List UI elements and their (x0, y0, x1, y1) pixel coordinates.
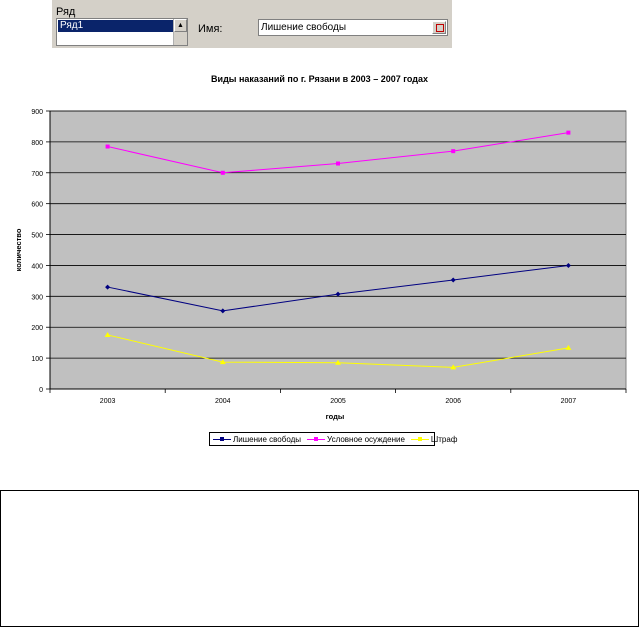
legend-marker-icon (410, 436, 429, 442)
name-input[interactable]: Лишение свободы (258, 19, 448, 36)
empty-area (0, 490, 639, 627)
x-tick-label: 2007 (561, 398, 577, 405)
data-point (450, 364, 457, 370)
y-tick-label: 900 (31, 109, 43, 116)
data-point (336, 161, 340, 166)
data-point (220, 170, 225, 175)
chart-legend[interactable]: Лишение свободы Условное осуждение Штраф (209, 432, 457, 446)
data-point (565, 262, 571, 268)
x-tick-label: 2003 (100, 398, 116, 405)
series-list-item[interactable]: Ряд1 (58, 20, 174, 32)
chart-title: Виды наказаний по г. Рязани в 2003 – 200… (211, 74, 428, 84)
legend-item[interactable]: Лишение свободы (213, 435, 301, 444)
data-point (565, 344, 572, 350)
legend-item[interactable]: Штраф (410, 434, 458, 444)
x-tick-label: 2005 (330, 398, 346, 405)
legend-label: Условное осуждение (327, 434, 405, 444)
y-tick-label: 200 (31, 325, 43, 332)
x-axis-title: годы (326, 412, 345, 421)
series-list-scrollbar[interactable]: ▲ (173, 19, 187, 45)
data-point (335, 291, 341, 297)
y-tick-label: 500 (31, 233, 43, 240)
data-point (105, 144, 110, 149)
data-point (105, 284, 111, 290)
data-point (450, 277, 456, 283)
data-point (219, 359, 226, 365)
y-tick-label: 100 (31, 356, 43, 363)
x-tick-label: 2004 (215, 398, 231, 405)
legend-label: Лишение свободы (233, 434, 302, 444)
name-input-value: Лишение свободы (261, 22, 347, 33)
legend-item[interactable]: Условное осуждение (307, 435, 405, 444)
series-label: Ряд (56, 6, 76, 18)
y-tick-label: 400 (31, 263, 43, 270)
legend-label: Штраф (430, 434, 458, 444)
name-label: Имя: (198, 23, 223, 35)
series-dialog: Ряд Ряд1 ▲ Имя: Лишение свободы (52, 0, 452, 48)
data-point (451, 149, 456, 154)
plot-area (49, 110, 627, 390)
y-tick-label: 800 (31, 140, 43, 147)
legend-marker-icon (213, 436, 231, 442)
line-chart[interactable]: 0 100 200 300 400 500 600 700 800 900 2003 2004 2005… (0, 95, 639, 430)
data-point (566, 130, 571, 135)
data-point (220, 308, 226, 314)
series-listbox[interactable]: Ряд1 ▲ (56, 18, 188, 46)
y-tick-label: 600 (31, 202, 43, 209)
scroll-up-icon[interactable]: ▲ (174, 19, 187, 32)
data-point (104, 331, 111, 337)
x-tick-label: 2006 (445, 398, 461, 405)
y-tick-label: 300 (31, 294, 43, 301)
data-point (335, 359, 341, 365)
y-tick-label: 0 (39, 387, 43, 394)
y-tick-label: 700 (31, 171, 43, 178)
legend-marker-icon (307, 436, 326, 442)
range-select-icon[interactable] (432, 21, 446, 34)
y-axis-title: количество (14, 228, 23, 271)
